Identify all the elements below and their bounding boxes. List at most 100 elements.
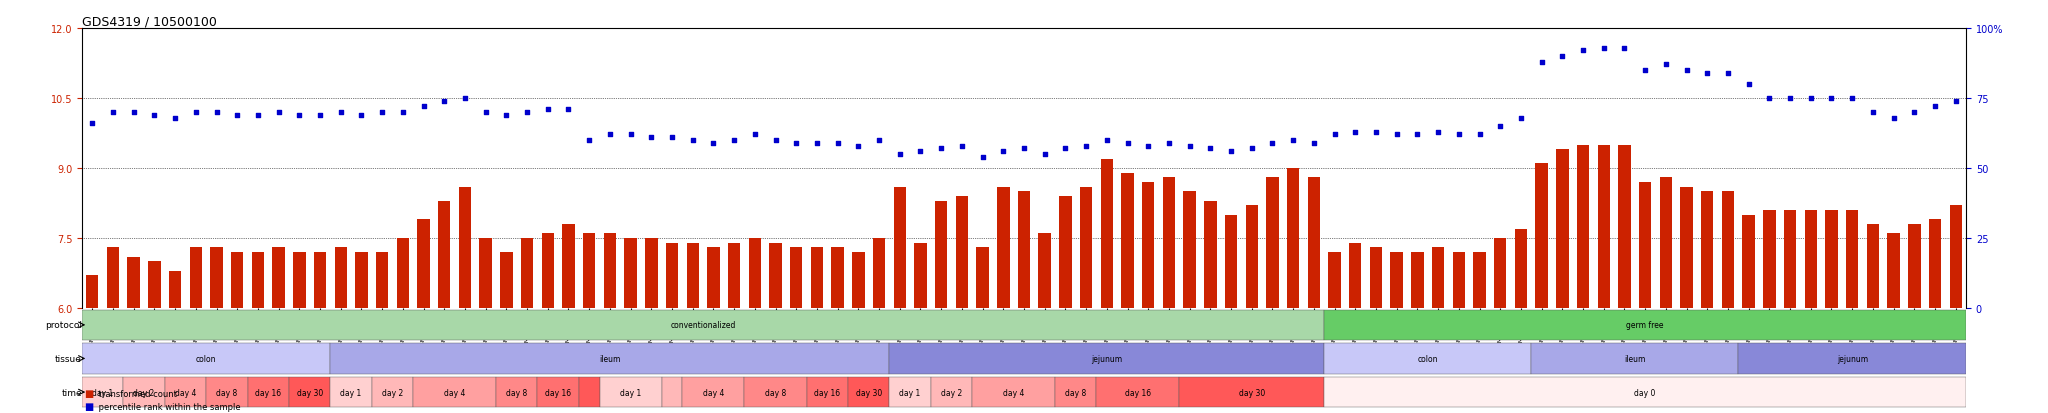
Point	[1319, 132, 1352, 138]
Text: day 8: day 8	[1065, 388, 1085, 396]
Bar	[1079, 187, 1092, 308]
Bar	[1122, 173, 1135, 308]
Text: ■: ■	[84, 401, 94, 411]
Point	[1794, 95, 1827, 102]
Text: ■: ■	[84, 389, 94, 399]
Bar	[1866, 225, 1880, 308]
Bar	[1018, 192, 1030, 308]
Point	[1505, 115, 1538, 121]
Bar	[1763, 211, 1776, 308]
Point	[1567, 48, 1599, 55]
Bar	[1225, 215, 1237, 308]
Point	[1462, 132, 1495, 138]
Bar	[211, 248, 223, 308]
Point	[1878, 115, 1911, 121]
Point	[1835, 95, 1868, 102]
Point	[387, 109, 420, 116]
Point	[801, 140, 834, 147]
Point	[1712, 70, 1745, 77]
Text: day 4: day 4	[702, 388, 725, 396]
Bar	[1100, 159, 1112, 308]
Bar	[770, 243, 782, 308]
Bar	[1909, 225, 1921, 308]
Text: protocol: protocol	[45, 320, 82, 330]
Bar	[414, 377, 496, 407]
Bar	[625, 238, 637, 308]
Point	[1485, 123, 1518, 130]
Bar	[147, 262, 160, 308]
Bar	[1325, 344, 1532, 374]
Text: GDS4319 / 10500100: GDS4319 / 10500100	[82, 16, 217, 29]
Text: ileum: ileum	[1624, 354, 1645, 363]
Text: ileum: ileum	[600, 354, 621, 363]
Bar	[541, 234, 555, 308]
Point	[883, 151, 915, 158]
Point	[739, 132, 772, 138]
Bar	[1845, 211, 1858, 308]
Bar	[1059, 197, 1071, 308]
Point	[530, 107, 563, 113]
Point	[1774, 95, 1806, 102]
Bar	[1286, 169, 1298, 308]
Bar	[932, 377, 973, 407]
Text: time: time	[61, 388, 82, 396]
Point	[1298, 140, 1331, 147]
Point	[1235, 146, 1268, 152]
Bar	[1739, 344, 1966, 374]
Bar	[373, 377, 414, 407]
Point	[821, 140, 854, 147]
Text: tissue: tissue	[55, 354, 82, 363]
Point	[1360, 129, 1393, 135]
Text: day 16: day 16	[815, 388, 840, 396]
Point	[553, 107, 586, 113]
Bar	[1096, 377, 1180, 407]
Bar	[997, 187, 1010, 308]
Bar	[604, 234, 616, 308]
Point	[428, 98, 461, 105]
Bar	[662, 377, 682, 407]
Bar	[168, 271, 182, 308]
Bar	[106, 248, 119, 308]
Point	[180, 109, 213, 116]
Point	[1442, 132, 1475, 138]
Point	[987, 149, 1020, 155]
Text: day 4: day 4	[444, 388, 465, 396]
Bar	[563, 225, 575, 308]
Text: transformed count: transformed count	[96, 389, 176, 399]
Point	[283, 112, 315, 119]
Bar	[1638, 183, 1651, 308]
Bar	[252, 252, 264, 308]
Bar	[313, 252, 326, 308]
Point	[96, 109, 129, 116]
Bar	[1743, 215, 1755, 308]
Text: day 4: day 4	[174, 388, 197, 396]
Text: colon: colon	[197, 354, 217, 363]
Bar	[913, 243, 926, 308]
Bar	[645, 238, 657, 308]
Bar	[231, 252, 244, 308]
Bar	[500, 252, 512, 308]
Bar	[82, 377, 123, 407]
Bar	[293, 252, 305, 308]
Bar	[1473, 252, 1485, 308]
Point	[1194, 146, 1227, 152]
Text: day 1: day 1	[621, 388, 641, 396]
Bar	[1184, 192, 1196, 308]
Bar	[811, 248, 823, 308]
Bar	[1702, 192, 1714, 308]
Bar	[1804, 211, 1817, 308]
Point	[1587, 45, 1620, 52]
Bar	[289, 377, 330, 407]
Bar	[496, 377, 537, 407]
Bar	[190, 248, 203, 308]
Point	[1858, 109, 1890, 116]
Point	[510, 109, 543, 116]
Bar	[1452, 252, 1464, 308]
Bar	[682, 377, 745, 407]
Bar	[1597, 145, 1610, 308]
Bar	[1038, 234, 1051, 308]
Point	[1546, 54, 1579, 60]
Bar	[123, 377, 164, 407]
Bar	[1391, 252, 1403, 308]
Text: jejunum: jejunum	[1837, 354, 1868, 363]
